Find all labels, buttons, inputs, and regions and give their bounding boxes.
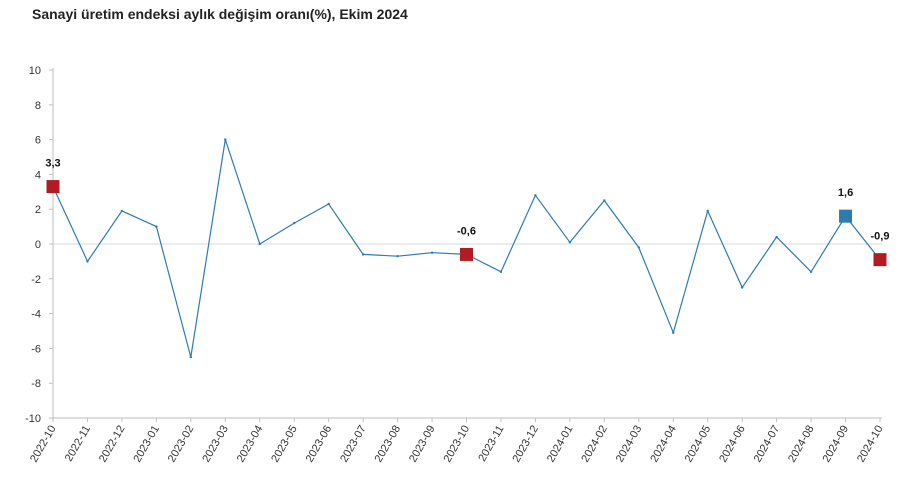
data-point — [361, 253, 365, 256]
x-tick-label: 2024-05 — [683, 424, 714, 465]
data-point — [706, 209, 709, 213]
data-label: -0,9 — [871, 231, 890, 243]
y-axis-ticks: 10 8 6 4 2 0 -2 -4 -6 -8 -10 — [25, 65, 53, 425]
y-tick-label: -4 — [31, 309, 41, 321]
x-tick-label: 2022-11 — [63, 424, 93, 464]
y-tick-label: 2 — [35, 204, 41, 216]
x-tick-label: 2024-07 — [752, 424, 783, 465]
data-point — [430, 251, 434, 254]
data-point — [189, 355, 193, 359]
data-point — [155, 225, 158, 228]
x-tick-label: 2023-01 — [131, 424, 162, 465]
x-tick-label: 2023-04 — [235, 424, 266, 465]
y-tick-label: 10 — [29, 65, 41, 77]
x-tick-label: 2024-02 — [579, 424, 610, 465]
data-point — [603, 199, 606, 202]
y-tick-label: -10 — [25, 413, 41, 425]
y-tick-label: 8 — [35, 100, 41, 112]
chart-title: Sanayi üretim endeksi aylık değişim oran… — [32, 6, 408, 22]
x-tick-label: 2022-10 — [28, 424, 59, 465]
x-tick-label: 2024-09 — [821, 424, 852, 465]
y-tick-label: 4 — [35, 169, 41, 181]
x-tick-label: 2023-09 — [407, 424, 438, 465]
highlight-marker — [46, 180, 60, 194]
x-tick-label: 2024-03 — [614, 424, 645, 465]
axes — [52, 68, 882, 419]
highlight-marker — [839, 209, 853, 223]
data-label: 3,3 — [45, 158, 60, 170]
x-tick-label: 2023-08 — [373, 424, 404, 465]
data-point — [568, 241, 572, 244]
data-point — [809, 270, 813, 274]
data-point — [499, 270, 503, 274]
data-point — [327, 202, 330, 206]
x-tick-label: 2024-04 — [648, 424, 679, 465]
x-axis-ticks: 2022-10 2022-11 2022-12 2023-01 2023-02 2023-… — [28, 418, 886, 464]
data-point — [120, 209, 124, 213]
x-tick-label: 2024-10 — [855, 424, 886, 465]
x-tick-label: 2024-01 — [545, 424, 576, 465]
data-label: -0,6 — [457, 225, 476, 237]
x-tick-label: 2023-12 — [510, 424, 541, 465]
data-point — [637, 246, 640, 249]
x-tick-label: 2023-03 — [200, 424, 231, 465]
y-tick-label: 0 — [35, 239, 41, 251]
y-tick-label: 6 — [35, 135, 41, 147]
data-point — [775, 235, 778, 239]
data-point — [534, 194, 537, 197]
x-tick-label: 2024-06 — [717, 424, 748, 465]
x-tick-label: 2023-11 — [476, 424, 506, 464]
highlight-marker — [460, 247, 473, 261]
y-tick-label: -2 — [31, 274, 41, 286]
highlight-marker — [873, 253, 887, 267]
data-point — [224, 138, 227, 141]
data-point — [293, 221, 296, 225]
highlight-markers: 3,3 -0,6 1,6 -0,9 — [45, 158, 889, 267]
x-tick-label: 2023-10 — [442, 424, 473, 465]
data-point — [740, 286, 744, 289]
data-point — [258, 242, 261, 246]
y-tick-label: -8 — [31, 378, 41, 390]
x-tick-label: 2023-06 — [304, 424, 335, 465]
x-tick-label: 2022-12 — [97, 424, 128, 465]
x-tick-label: 2024-08 — [786, 424, 817, 465]
x-tick-label: 2023-05 — [269, 424, 300, 465]
y-tick-label: -6 — [31, 343, 41, 355]
data-label: 1,6 — [838, 187, 853, 199]
x-tick-label: 2023-07 — [338, 424, 369, 465]
data-point — [672, 331, 675, 334]
x-tick-label: 2023-02 — [166, 424, 197, 465]
data-point — [396, 254, 399, 258]
data-point — [86, 260, 89, 263]
